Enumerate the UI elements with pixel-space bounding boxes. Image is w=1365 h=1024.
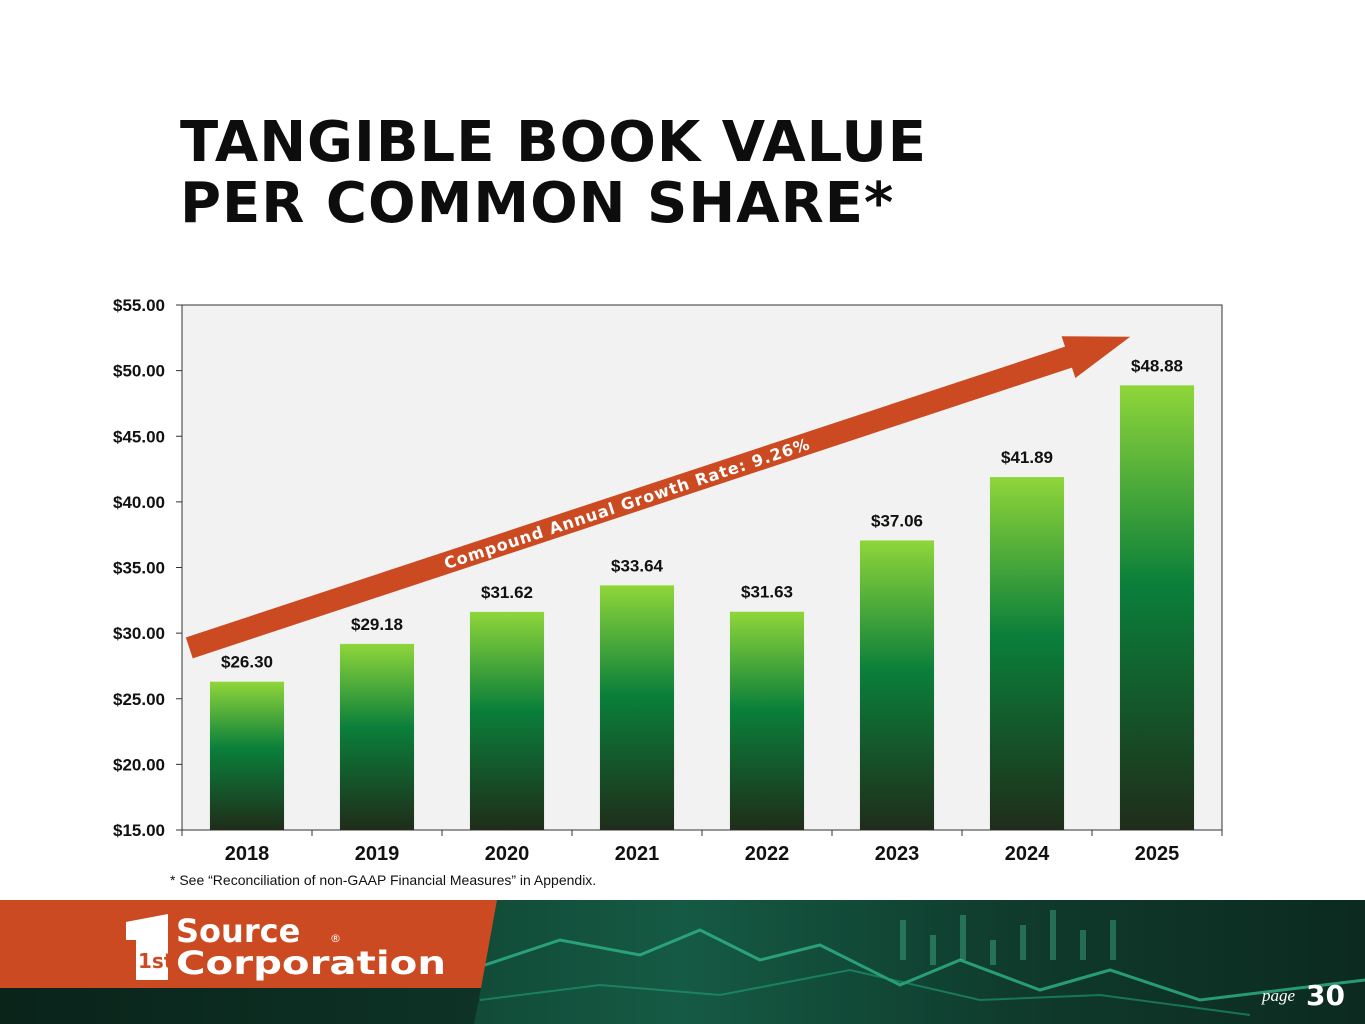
data-label: $48.88 (1131, 356, 1183, 375)
page-title: TANGIBLE BOOK VALUE PER COMMON SHARE* (180, 112, 927, 234)
y-tick-label: $50.00 (113, 362, 165, 381)
logo-line-1: Source (176, 912, 300, 950)
logo-line-2: Corporation (176, 944, 446, 982)
y-tick-label: $30.00 (113, 624, 165, 643)
bar-chart: $15.00 $20.00 $25.00 $30.00 $35.00 $40.00 $45.… (113, 296, 1223, 865)
data-label: $37.06 (871, 511, 923, 530)
bar-series (209, 385, 1195, 830)
x-tick-label: 2019 (355, 843, 400, 865)
bar (1119, 385, 1195, 830)
bar (989, 477, 1065, 830)
x-tick-label: 2025 (1135, 843, 1180, 865)
stock-line-2 (479, 968, 1251, 1016)
x-tick-label: 2020 (485, 843, 530, 865)
x-tick-label: 2024 (1005, 843, 1050, 865)
data-label: $41.89 (1001, 448, 1053, 467)
x-tick-label: 2018 (225, 843, 270, 865)
company-logo: 1st Source ® Corporation (126, 912, 446, 982)
brand-band-shadow (0, 988, 481, 1024)
bar (469, 611, 545, 830)
page-number: 30 (1306, 979, 1345, 1012)
arrow-shape (185, 336, 1131, 659)
data-label: $26.30 (221, 653, 273, 672)
y-tick-label: $15.00 (113, 821, 165, 840)
logo-registered: ® (330, 932, 341, 945)
page-label: page (1261, 986, 1295, 1005)
data-labels: $26.30 $29.18 $31.62 $33.64 $31.63 $37.06 $41.… (221, 356, 1183, 671)
footer-banner: 1st Source ® Corporation page 30 (0, 900, 1365, 1024)
data-label: $31.62 (481, 583, 533, 602)
footnote: * See “Reconciliation of non-GAAP Financ… (170, 872, 597, 888)
x-tick-label: 2022 (745, 843, 790, 865)
bar (859, 540, 935, 830)
y-tick-label: $35.00 (113, 559, 165, 578)
data-label: $31.63 (741, 583, 793, 602)
y-tick-label: $20.00 (113, 755, 165, 774)
data-label: $29.18 (351, 615, 403, 634)
bar (209, 681, 285, 830)
bar (729, 611, 805, 830)
title-line-1: TANGIBLE BOOK VALUE (180, 110, 928, 175)
bar (599, 585, 675, 830)
title-line-2: PER COMMON SHARE* (180, 171, 895, 236)
y-tick-label: $40.00 (113, 493, 165, 512)
y-tick-label: $55.00 (113, 296, 165, 315)
y-tick-label: $25.00 (113, 690, 165, 709)
y-tick-label: $45.00 (113, 427, 165, 446)
plot-area (181, 304, 1223, 831)
stock-line-1 (469, 928, 1365, 1002)
x-tick-label: 2021 (615, 843, 660, 865)
brand-band (0, 900, 497, 988)
footer-graphic: 1st Source ® Corporation (0, 900, 1365, 1024)
data-label: $33.64 (611, 556, 664, 575)
logo-mark: 1st (138, 949, 174, 973)
y-axis: $15.00 $20.00 $25.00 $30.00 $35.00 $40.00 $45.… (113, 296, 182, 840)
bar (339, 643, 415, 830)
x-tick-label: 2023 (875, 843, 920, 865)
x-axis: 2018 2019 2020 2021 2022 2023 2024 2025 (181, 830, 1223, 865)
